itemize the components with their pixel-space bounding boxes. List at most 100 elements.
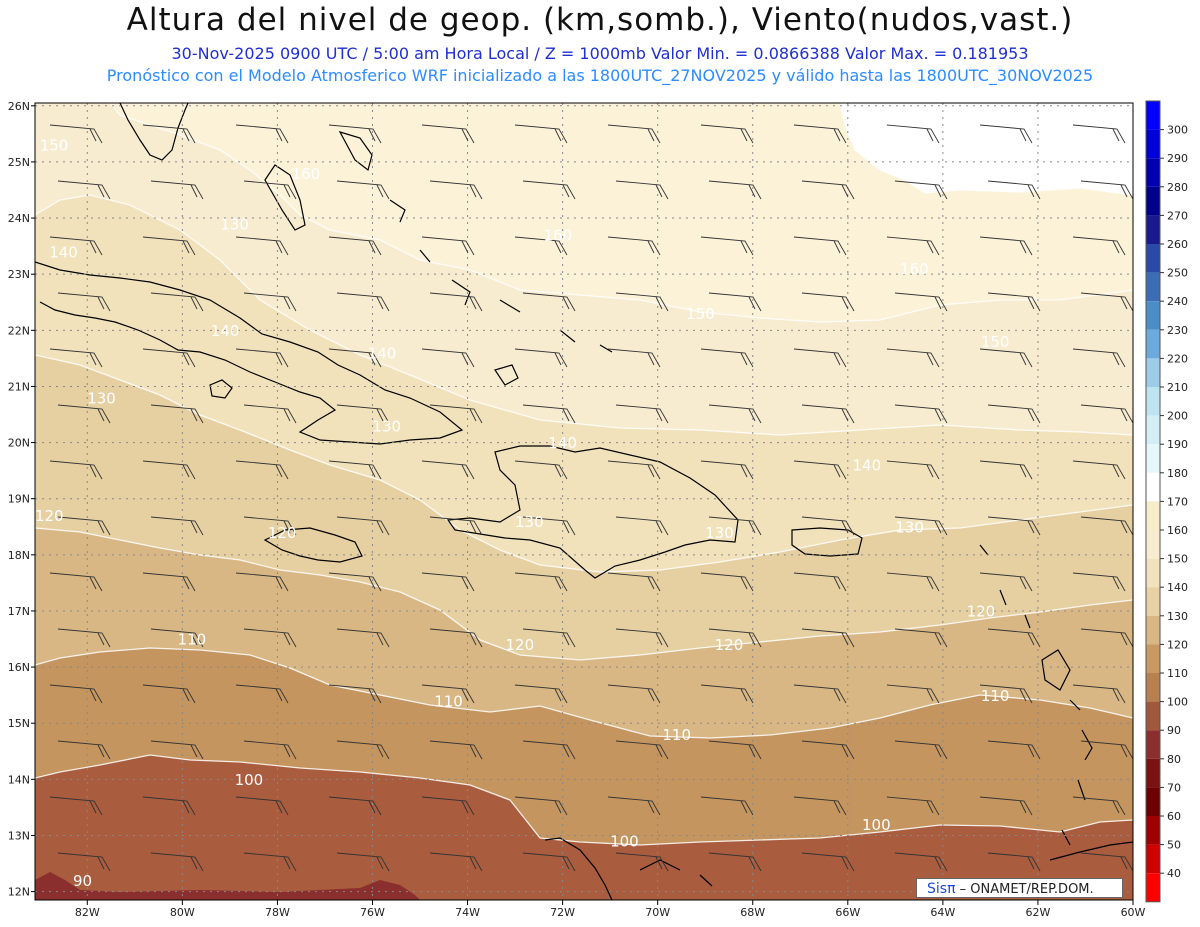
contour-label: 140 bbox=[852, 457, 881, 475]
colorbar-segment bbox=[1146, 244, 1160, 273]
wind-barbs bbox=[49, 124, 1200, 927]
wind-barb bbox=[1166, 909, 1200, 927]
wind-barb bbox=[886, 236, 940, 256]
contour-label: 130 bbox=[515, 513, 544, 531]
wind-barb bbox=[235, 796, 289, 816]
wind-barb bbox=[886, 796, 940, 816]
wind-barb bbox=[243, 628, 297, 648]
wind-barb bbox=[793, 684, 847, 704]
wind-barb bbox=[1072, 684, 1126, 704]
wind-barb bbox=[708, 516, 762, 536]
wind-barb bbox=[801, 740, 855, 760]
wind-barb bbox=[328, 460, 382, 480]
wind-barb bbox=[429, 516, 483, 536]
wind-barb bbox=[987, 516, 1041, 536]
wind-barb bbox=[336, 740, 390, 760]
lat-tick-label: 16N bbox=[8, 661, 30, 674]
wind-barb bbox=[514, 348, 568, 368]
jamaica-coast bbox=[263, 527, 363, 563]
lon-tick-label: 76W bbox=[360, 906, 385, 919]
wind-barb bbox=[514, 460, 568, 480]
wind-barb bbox=[328, 796, 382, 816]
colorbar-label: 90 bbox=[1167, 724, 1181, 737]
wind-barb bbox=[328, 684, 382, 704]
wind-barb bbox=[979, 572, 1033, 592]
wind-barb bbox=[49, 236, 103, 256]
coastlines bbox=[35, 103, 1133, 900]
wind-barb bbox=[1080, 852, 1133, 872]
wind-barb bbox=[429, 852, 483, 872]
lon-tick-label: 78W bbox=[265, 906, 290, 919]
puerto-rico-coast bbox=[791, 527, 863, 557]
wind-barb bbox=[421, 796, 475, 816]
wind-barb bbox=[522, 516, 576, 536]
band-160 bbox=[110, 103, 1133, 322]
wind-barb bbox=[235, 348, 289, 368]
wind-barb bbox=[979, 796, 1033, 816]
colorbar-label: 200 bbox=[1167, 410, 1188, 423]
wind-barb bbox=[801, 292, 855, 312]
lat-tick-label: 23N bbox=[8, 268, 30, 281]
wind-barb bbox=[886, 348, 940, 368]
wind-barb bbox=[150, 292, 204, 312]
contour-label: 140 bbox=[211, 322, 240, 340]
contour-label: 130 bbox=[705, 524, 734, 542]
band-100 bbox=[35, 755, 1133, 900]
colorbar-label: 300 bbox=[1167, 124, 1188, 137]
wind-barb bbox=[243, 180, 297, 200]
colorbar-segment bbox=[1146, 615, 1160, 645]
colorbar-label: 230 bbox=[1167, 324, 1188, 337]
florida-coast bbox=[119, 103, 189, 161]
lon-tick-label: 64W bbox=[930, 906, 955, 919]
wind-barb bbox=[1080, 740, 1133, 760]
colorbar-label: 190 bbox=[1167, 438, 1188, 451]
wind-barb bbox=[1080, 180, 1133, 200]
wind-barb bbox=[615, 740, 669, 760]
wind-barb bbox=[142, 236, 196, 256]
contour-label: 120 bbox=[506, 636, 535, 654]
wind-barb bbox=[894, 740, 948, 760]
south-america-coast bbox=[544, 837, 1133, 900]
wind-barb bbox=[49, 684, 103, 704]
wind-barb bbox=[793, 796, 847, 816]
colorbar-segment bbox=[1146, 501, 1160, 530]
colorbar-segment bbox=[1146, 301, 1160, 330]
wind-barb bbox=[57, 628, 111, 648]
wind-barb bbox=[708, 852, 762, 872]
wind-barb bbox=[57, 292, 111, 312]
colorbar-segment bbox=[1146, 587, 1160, 616]
lat-tick-label: 14N bbox=[8, 773, 30, 786]
lat-tick-label: 15N bbox=[8, 717, 30, 730]
wind-barb bbox=[1072, 348, 1126, 368]
isla-juventud bbox=[209, 379, 233, 399]
wind-barb bbox=[615, 852, 669, 872]
lat-lon-grid bbox=[35, 103, 1133, 900]
wind-barb bbox=[142, 796, 196, 816]
wind-barb bbox=[894, 516, 948, 536]
contour-label: 130 bbox=[220, 215, 249, 233]
wind-barb bbox=[243, 516, 297, 536]
colorbar-segment bbox=[1146, 530, 1160, 559]
colorbar-segment bbox=[1146, 415, 1160, 445]
colorbar-label: 80 bbox=[1167, 753, 1181, 766]
wind-barb bbox=[886, 124, 940, 144]
contour-label: 100 bbox=[610, 833, 639, 851]
colorbar-label: 130 bbox=[1167, 610, 1188, 623]
wind-barb bbox=[49, 460, 103, 480]
color-scale-bar: 300 290 280 270 260 250 240 230 220 210 200 190 180 1… bbox=[1145, 100, 1188, 903]
wind-barb bbox=[336, 292, 390, 312]
lon-tick-label: 72W bbox=[550, 906, 575, 919]
wind-barb bbox=[421, 684, 475, 704]
colorbar-segment bbox=[1146, 816, 1160, 845]
band-110 bbox=[35, 648, 1133, 845]
contour-label: 140 bbox=[368, 344, 397, 362]
wind-barb bbox=[793, 348, 847, 368]
wind-barb bbox=[607, 796, 661, 816]
lon-tick-label: 68W bbox=[740, 906, 765, 919]
colorbar-label: 40 bbox=[1167, 867, 1181, 880]
wind-barb bbox=[987, 180, 1041, 200]
lat-tick-label: 26N bbox=[8, 100, 30, 113]
contour-label: 110 bbox=[981, 687, 1010, 705]
wind-barb bbox=[700, 684, 754, 704]
axis-ticks: 82W 80W 78W 76W 74W 72W 70W 68W 66W 64W 62W 60W 26N 2… bbox=[8, 100, 1146, 919]
